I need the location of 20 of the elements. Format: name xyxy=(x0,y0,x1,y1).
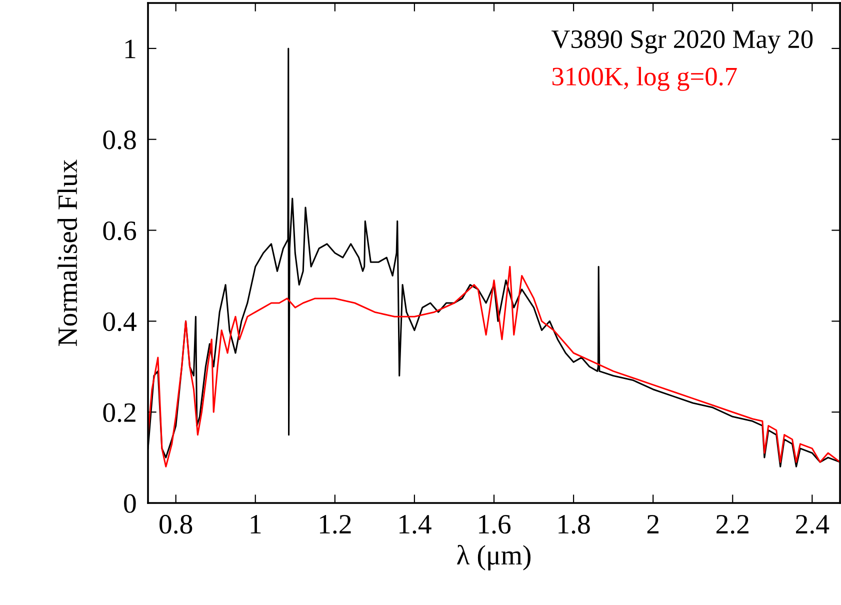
x-tick-label: 1.4 xyxy=(400,515,432,534)
y-tick-label: 1 xyxy=(125,40,136,58)
y-axis-title: Normalised Flux xyxy=(58,160,78,346)
x-tick-label: 1.8 xyxy=(558,514,590,534)
x-tick-label: 2 xyxy=(647,514,658,534)
x-tick-label: 2.2 xyxy=(716,514,748,534)
x-tick-label: 1.6 xyxy=(479,514,511,534)
x-tick-label: 1 xyxy=(250,515,261,534)
y-tick-label: 0.2 xyxy=(103,403,136,422)
y-tick-label: 0.4 xyxy=(103,312,136,332)
x-tick-label: 2.4 xyxy=(796,514,830,534)
y-tick-label: 0.8 xyxy=(103,130,136,150)
line-series xyxy=(148,266,840,468)
y-tick-label: 0 xyxy=(124,494,136,513)
legend-label: V3890 Sgr 2020 May 20 xyxy=(551,30,813,54)
y-tick-label: 0.6 xyxy=(103,221,136,240)
text: 3100K, log g=0.7 xyxy=(552,66,737,91)
x-axis-title: λ (μm) xyxy=(457,544,530,570)
x-tick-label: 0.8 xyxy=(160,514,192,534)
x-tick-label: 1.2 xyxy=(320,514,351,534)
